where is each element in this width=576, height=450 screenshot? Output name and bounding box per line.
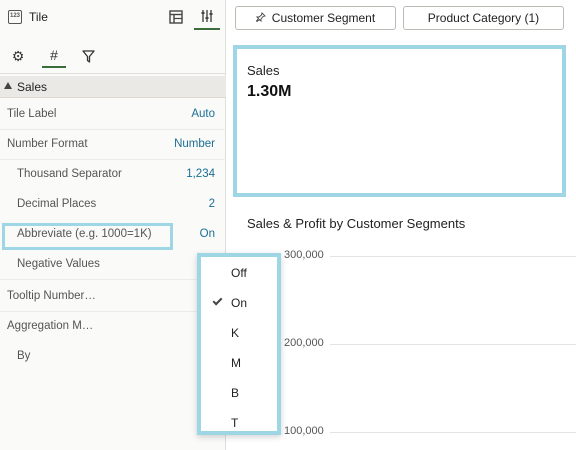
y-tick-label: 100,000 [284,425,324,437]
properties-button[interactable] [194,4,220,30]
prop-label: Aggregation M… [7,320,94,332]
dropdown-option-off[interactable]: Off [231,266,247,280]
dropdown-option-b[interactable]: B [231,386,240,400]
gridline [330,344,576,345]
properties-panel: 123 Tile ⚙ # [0,0,226,450]
prop-aggregation-method[interactable]: Aggregation M… A [0,312,226,342]
prop-tooltip-number[interactable]: Tooltip Number… A [0,282,226,312]
dropdown-option-k[interactable]: K [231,326,240,340]
prop-tile-label[interactable]: Tile Label Auto [0,100,226,130]
tab-filter[interactable] [76,44,100,68]
prop-by[interactable]: By A [0,342,226,372]
tile-icon: 123 [8,10,22,24]
gear-icon: ⚙ [11,47,25,64]
tile-value: 1.30M [247,83,292,100]
chart-area[interactable]: 300,000 200,000 100,000 [226,240,576,450]
prop-label: Tooltip Number… [7,290,96,302]
prop-abbreviate[interactable]: Abbreviate (e.g. 1000=1K) On [0,220,226,250]
panel-title: Tile [29,10,48,24]
sales-tile[interactable]: Sales 1.30M [233,45,566,197]
prop-value[interactable]: 2 [208,198,215,210]
layout-button[interactable] [163,4,189,30]
prop-negative-values[interactable]: Negative Values -1 [0,250,226,280]
panel-tabs: ⚙ # [0,38,226,74]
dropdown-option-m[interactable]: M [231,356,241,370]
tab-general[interactable]: ⚙ [6,44,30,68]
chart-title: Sales & Profit by Customer Segments [247,216,466,231]
prop-value[interactable]: Number [174,138,215,150]
prop-label: Thousand Separator [17,168,122,180]
prop-thousand-separator[interactable]: Thousand Separator 1,234 [0,160,226,190]
section-label: Sales [17,80,48,94]
pin-icon [255,11,266,25]
abbreviate-highlight [2,223,173,250]
dropdown-option-on[interactable]: On [201,288,277,318]
filter-customer-segment[interactable]: Customer Segment [235,6,396,30]
y-tick-label: 300,000 [284,249,324,261]
prop-value[interactable]: On [199,228,215,240]
prop-label: Number Format [7,138,88,150]
prop-label: Abbreviate (e.g. 1000=1K) [17,228,152,240]
prop-label: Negative Values [17,258,100,270]
prop-value[interactable]: 1,234 [186,168,215,180]
dropdown-option-t[interactable]: T [231,416,239,430]
prop-label: Tile Label [7,108,57,120]
filter-label: Customer Segment [271,11,376,25]
sliders-icon [201,10,213,22]
tab-number-format[interactable]: # [42,44,66,68]
layout-icon [169,10,183,24]
filter-icon [81,49,95,63]
prop-label: Decimal Places [17,198,97,210]
gridline [330,256,576,257]
filter-product-category[interactable]: Product Category (1) [403,6,564,30]
y-tick-label: 200,000 [284,337,324,349]
number-format-icon: # [50,47,58,63]
prop-label: By [17,350,31,362]
abbreviate-dropdown: Off On K M B T [197,253,281,435]
prop-decimal-places[interactable]: Decimal Places 2 [0,190,226,220]
collapse-caret-icon [4,82,12,89]
check-icon [212,295,223,306]
filter-label: Product Category (1) [427,11,540,25]
prop-value[interactable]: Auto [191,108,215,120]
prop-number-format[interactable]: Number Format Number [0,130,226,160]
panel-header: 123 Tile [0,0,226,36]
gridline [330,432,576,433]
tile-label: Sales [247,63,280,78]
section-sales-header[interactable]: Sales [0,76,226,98]
